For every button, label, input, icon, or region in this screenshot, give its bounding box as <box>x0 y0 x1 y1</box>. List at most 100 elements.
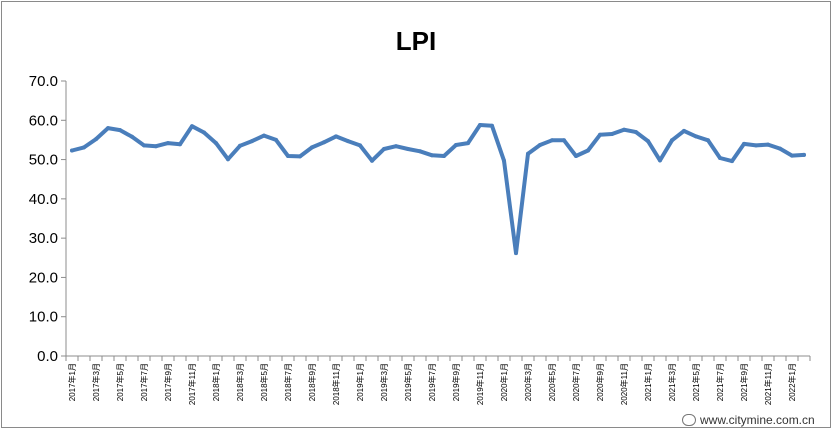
chart-title: LPI <box>396 26 436 56</box>
x-tick-label: 2019年5月 <box>403 363 413 401</box>
data-point <box>706 138 710 143</box>
data-point <box>166 141 170 146</box>
x-tick-label: 2018年11月 <box>331 363 341 405</box>
y-tick-label: 60.0 <box>29 112 58 129</box>
data-point <box>286 154 290 158</box>
data-point <box>790 153 794 158</box>
data-point <box>538 143 542 147</box>
data-point <box>370 158 374 163</box>
data-point <box>322 140 326 145</box>
data-point <box>118 128 122 133</box>
x-tick-label: 2021年3月 <box>667 363 677 401</box>
x-tick-label: 2017年7月 <box>139 363 149 401</box>
y-tick-label: 20.0 <box>29 269 58 286</box>
x-tick-label: 2020年1月 <box>499 363 509 401</box>
data-point <box>130 134 134 139</box>
data-point <box>274 137 278 142</box>
data-point <box>70 148 74 153</box>
data-point <box>742 141 746 146</box>
data-point <box>238 143 242 148</box>
x-tick-label: 2020年9月 <box>595 363 605 401</box>
data-point <box>142 143 146 148</box>
data-point <box>346 139 350 144</box>
data-point <box>154 144 158 149</box>
x-tick-label: 2021年1月 <box>643 363 653 401</box>
data-point <box>754 143 758 148</box>
data-point <box>202 130 206 135</box>
x-tick-label: 2018年3月 <box>235 363 245 401</box>
x-tick-label: 2019年7月 <box>427 363 437 401</box>
x-tick-label: 2018年5月 <box>259 363 269 401</box>
x-tick-label: 2019年9月 <box>451 363 461 401</box>
data-point <box>382 147 386 151</box>
x-tick-label: 2017年5月 <box>115 363 125 401</box>
data-point <box>190 124 194 129</box>
watermark: www.citymine.com.cn <box>682 412 815 428</box>
data-point <box>334 134 338 139</box>
x-tick-label: 2020年11月 <box>619 363 629 405</box>
data-point <box>250 139 254 144</box>
data-point <box>82 145 86 150</box>
data-point <box>226 157 230 162</box>
x-tick-label: 2020年5月 <box>547 363 557 401</box>
y-tick-label: 30.0 <box>29 230 58 247</box>
y-tick-label: 10.0 <box>29 309 58 326</box>
data-point <box>550 138 554 143</box>
data-point <box>394 144 398 149</box>
x-tick-label: 2017年11月 <box>187 363 197 405</box>
data-point <box>646 139 650 144</box>
x-tick-label: 2019年3月 <box>379 363 389 401</box>
data-point <box>514 251 518 256</box>
data-point <box>406 147 410 151</box>
data-point <box>562 138 566 143</box>
y-tick-label: 40.0 <box>29 191 58 208</box>
x-tick-label: 2018年9月 <box>307 363 317 401</box>
y-tick-label: 50.0 <box>29 152 58 169</box>
data-point <box>670 138 674 143</box>
data-point <box>694 134 698 139</box>
x-tick-label: 2021年11月 <box>763 363 773 405</box>
data-point <box>718 156 722 160</box>
data-point <box>610 132 614 136</box>
y-axis: 0.0 10.0 20.0 30.0 40.0 50.0 60.0 70.0 <box>29 73 67 365</box>
data-point <box>214 141 218 146</box>
data-point <box>502 158 506 163</box>
y-tick-label: 70.0 <box>29 73 58 90</box>
data-point <box>634 130 638 135</box>
data-point <box>682 128 686 133</box>
x-tick-label: 2018年1月 <box>211 363 221 401</box>
data-point <box>94 137 98 142</box>
data-point <box>730 159 734 164</box>
data-point <box>622 127 626 132</box>
plot-area <box>70 123 806 256</box>
data-point <box>574 154 578 158</box>
x-tick-label: 2020年3月 <box>523 363 533 401</box>
data-point <box>478 123 482 127</box>
y-tick-label: 0.0 <box>37 348 58 365</box>
x-tick-label: 2017年9月 <box>163 363 173 401</box>
x-tick-label: 2022年1月 <box>787 363 797 401</box>
data-point <box>442 154 446 158</box>
data-point <box>310 145 314 150</box>
data-point <box>598 132 602 137</box>
x-tick-label: 2019年1月 <box>355 363 365 401</box>
data-point <box>358 143 362 148</box>
x-axis: 2017年1月 2017年3月 2017年5月 2017年7月 2017年9月 2017年… <box>65 355 811 405</box>
data-point <box>298 154 302 159</box>
data-point <box>430 153 434 158</box>
data-point <box>262 133 266 138</box>
x-tick-label: 2019年11月 <box>475 363 485 405</box>
data-point <box>802 152 806 157</box>
data-point <box>778 146 782 151</box>
x-tick-label: 2021年7月 <box>715 363 725 401</box>
data-point <box>526 151 530 156</box>
x-tick-label: 2018年7月 <box>283 363 293 401</box>
data-point <box>586 148 590 153</box>
data-point <box>766 142 770 147</box>
watermark-text: www.citymine.com.cn <box>700 413 815 427</box>
citymine-logo-icon <box>682 414 696 426</box>
data-point <box>658 158 662 163</box>
data-point <box>418 149 422 154</box>
x-tick-label: 2021年9月 <box>739 363 749 401</box>
